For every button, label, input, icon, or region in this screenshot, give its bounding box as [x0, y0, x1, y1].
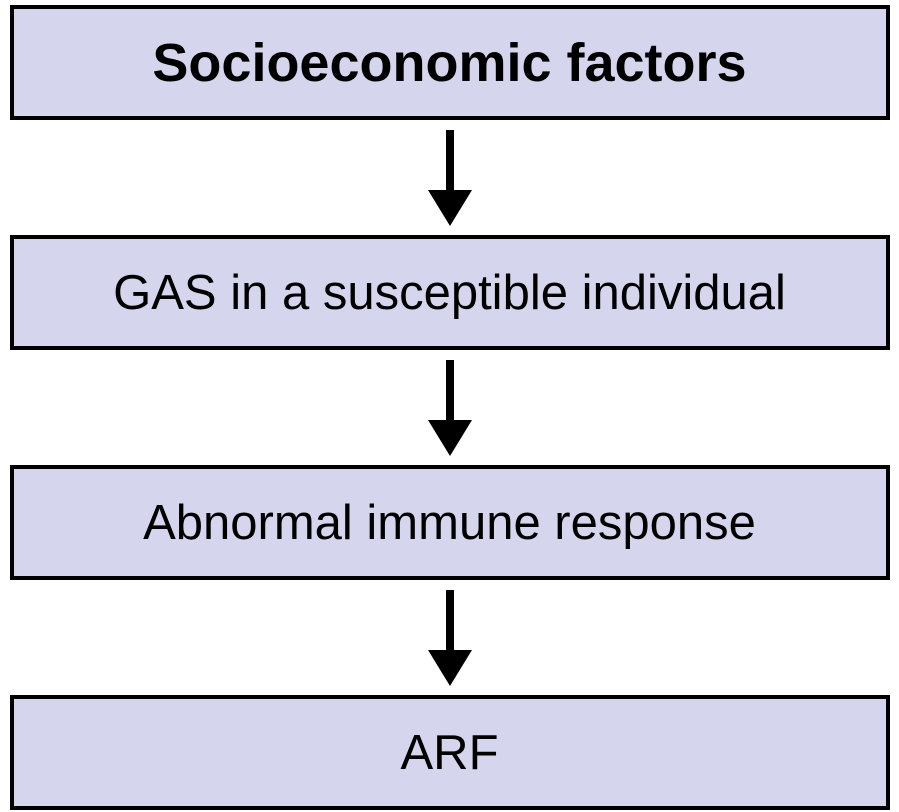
- down-arrow-icon: [420, 588, 480, 688]
- arrow-container-1: [420, 120, 480, 235]
- node-label: Socioeconomic factors: [152, 32, 746, 94]
- down-arrow-icon: [420, 128, 480, 228]
- arrow-container-2: [420, 350, 480, 465]
- flowchart-node-arf: ARF: [10, 695, 890, 810]
- arrow-container-3: [420, 580, 480, 695]
- flowchart-container: Socioeconomic factors GAS in a susceptib…: [0, 5, 899, 810]
- down-arrow-icon: [420, 358, 480, 458]
- node-label: Abnormal immune response: [143, 495, 756, 551]
- flowchart-node-gas: GAS in a susceptible individual: [10, 235, 890, 350]
- node-label: GAS in a susceptible individual: [113, 265, 786, 321]
- flowchart-node-socioeconomic: Socioeconomic factors: [10, 5, 890, 120]
- node-label: ARF: [401, 725, 499, 781]
- flowchart-node-immune: Abnormal immune response: [10, 465, 890, 580]
